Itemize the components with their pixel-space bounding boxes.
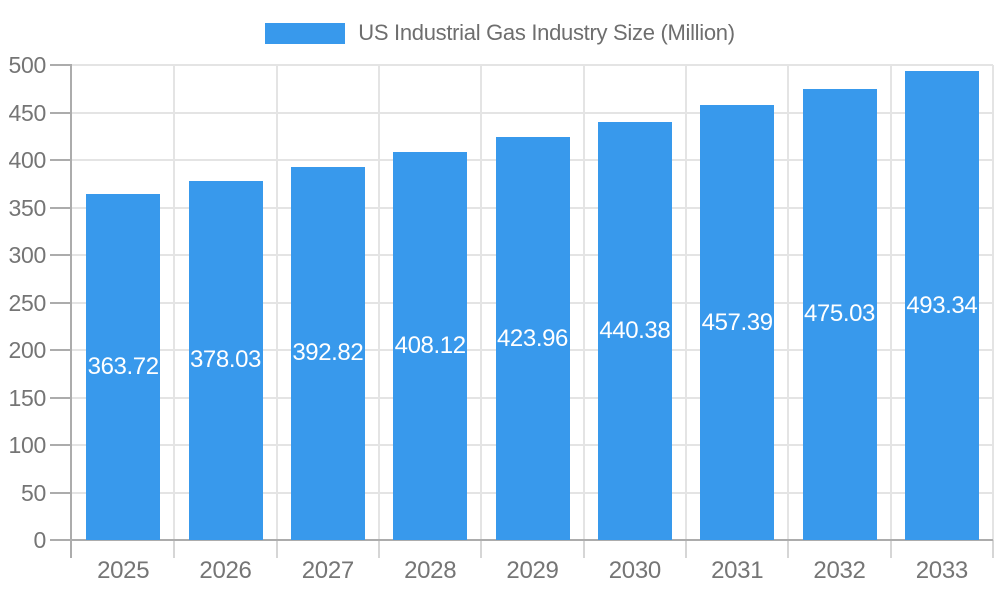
- x-axis-label-2025: 2025: [97, 557, 150, 584]
- bar-value-label: 493.34: [906, 291, 978, 319]
- x-axis-label-2031: 2031: [711, 557, 764, 584]
- y-tick: [50, 206, 72, 209]
- x-tick: [889, 540, 892, 558]
- y-axis-label: 300: [8, 242, 47, 268]
- y-axis-label: 100: [8, 432, 47, 458]
- y-axis-label: 350: [8, 194, 47, 221]
- x-gridline: [992, 65, 994, 540]
- y-tick: [50, 301, 72, 304]
- x-gridline: [787, 65, 790, 540]
- x-tick: [992, 540, 994, 558]
- y-tick: [50, 539, 72, 541]
- y-axis-label: 400: [8, 147, 47, 173]
- x-tick: [173, 540, 176, 558]
- x-axis-label-2027: 2027: [301, 557, 355, 584]
- x-gridline: [582, 65, 585, 540]
- bar-value-label: 457.39: [701, 308, 773, 336]
- bar-value-label: 475.03: [803, 300, 875, 328]
- bar-2030[interactable]: 440.38: [597, 121, 672, 540]
- x-gridline: [173, 65, 176, 540]
- y-axis-label: 500: [8, 52, 47, 78]
- x-gridline: [378, 65, 380, 540]
- y-tick: [50, 491, 72, 494]
- y-gridline: [72, 111, 993, 114]
- y-tick: [50, 396, 72, 399]
- bar-2025[interactable]: 363.72: [86, 194, 161, 540]
- x-axis-label-2030: 2030: [608, 557, 662, 584]
- x-axis-label-2032: 2032: [813, 557, 866, 584]
- legend-item[interactable]: US Industrial Gas Industry Size (Million…: [265, 20, 735, 46]
- y-tick: [50, 254, 72, 256]
- y-axis-label: 50: [21, 479, 46, 506]
- x-axis-line: [72, 539, 993, 541]
- bar-2031[interactable]: 457.39: [700, 105, 775, 540]
- x-tick: [582, 540, 585, 558]
- bar-2028[interactable]: 408.12: [393, 152, 468, 540]
- y-axis-line: [70, 65, 72, 558]
- x-tick: [378, 540, 380, 558]
- y-axis-label: 150: [8, 384, 47, 411]
- y-tick: [50, 64, 72, 66]
- bar-2029[interactable]: 423.96: [495, 137, 570, 540]
- x-axis-label-2029: 2029: [506, 557, 559, 584]
- y-tick: [50, 111, 72, 114]
- bar-value-label: 440.38: [599, 316, 671, 344]
- y-tick: [50, 159, 72, 161]
- y-tick: [50, 349, 72, 351]
- bar-value-label: 363.72: [87, 353, 159, 381]
- y-axis-label: 450: [8, 99, 47, 126]
- x-tick: [480, 540, 483, 558]
- x-tick: [685, 540, 687, 558]
- legend-swatch: [265, 22, 346, 44]
- x-gridline: [889, 65, 892, 540]
- x-tick: [787, 540, 790, 558]
- x-gridline: [480, 65, 483, 540]
- y-gridline: [72, 64, 993, 66]
- bar-2033[interactable]: 493.34: [904, 71, 979, 540]
- bar-value-label: 378.03: [189, 346, 261, 374]
- bar-2032[interactable]: 475.03: [802, 88, 877, 540]
- y-tick: [50, 444, 72, 446]
- y-axis-label: 0: [33, 527, 47, 553]
- x-gridline: [685, 65, 687, 540]
- x-tick: [275, 540, 278, 558]
- legend-label: US Industrial Gas Industry Size (Million…: [358, 20, 735, 45]
- bar-value-label: 408.12: [394, 332, 466, 360]
- x-axis-label-2033: 2033: [915, 557, 969, 584]
- bar-2026[interactable]: 378.03: [188, 180, 263, 540]
- y-axis-label: 200: [8, 337, 47, 363]
- x-axis-label-2026: 2026: [199, 557, 252, 584]
- legend: US Industrial Gas Industry Size (Million…: [0, 20, 1000, 46]
- x-axis-label-2028: 2028: [404, 557, 457, 584]
- y-axis-label: 250: [8, 289, 47, 316]
- bar-2027[interactable]: 392.82: [290, 166, 365, 540]
- bar-value-label: 423.96: [496, 324, 568, 352]
- x-gridline: [275, 65, 278, 540]
- bar-value-label: 392.82: [292, 339, 364, 367]
